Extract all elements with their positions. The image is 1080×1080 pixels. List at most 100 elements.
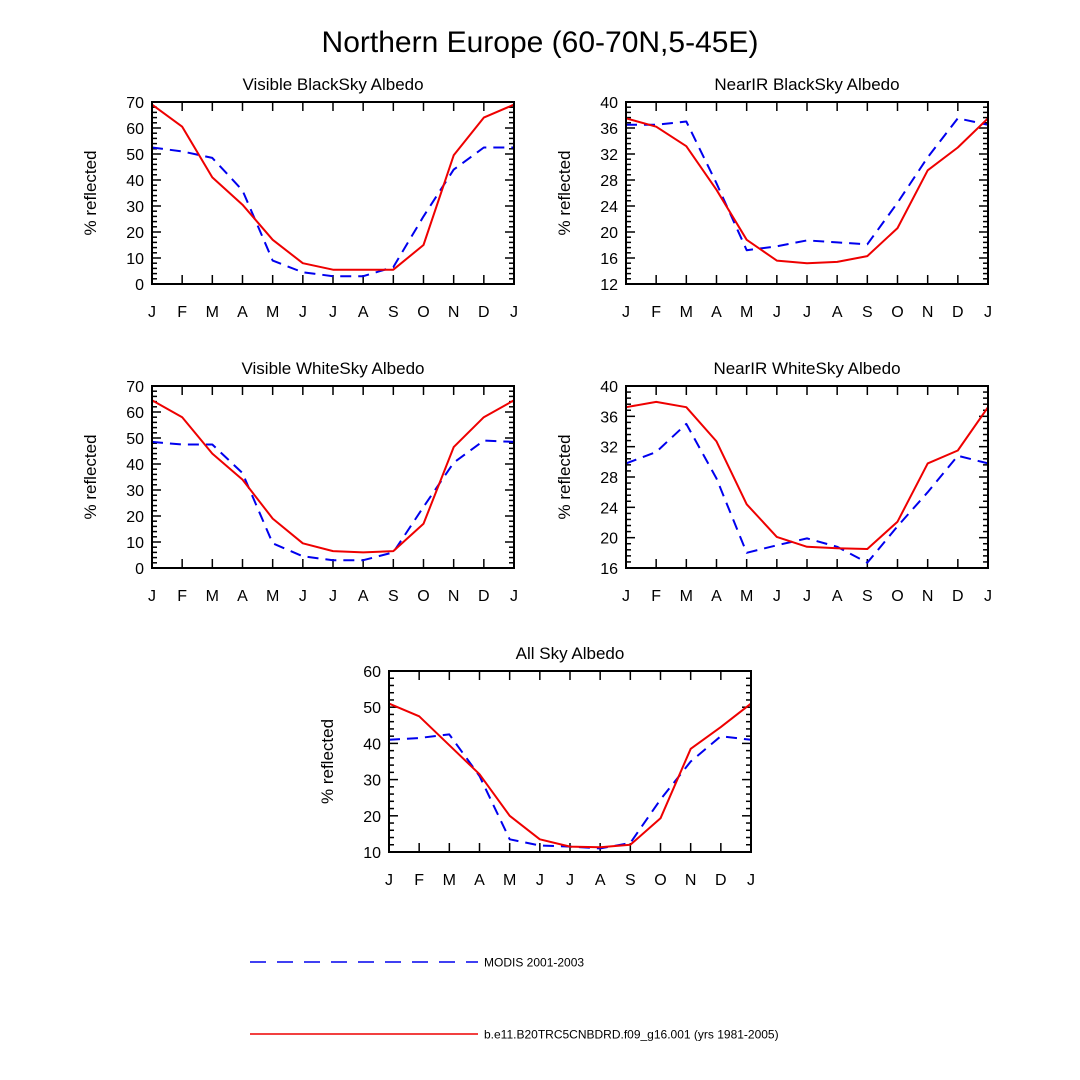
x-tick-label: S: [388, 588, 399, 605]
y-tick-label: 24: [600, 199, 618, 216]
x-tick-label: J: [510, 588, 518, 605]
series-line-model: [625, 117, 989, 265]
x-tick-label: S: [862, 304, 873, 321]
x-tick-label: S: [625, 872, 636, 889]
x-tick-label: J: [773, 588, 781, 605]
y-tick-label: 12: [600, 277, 618, 294]
y-tick-label: 36: [600, 121, 618, 138]
y-tick-label: 24: [600, 500, 618, 517]
series-line-model: [151, 103, 515, 271]
panel-title: NearIR BlackSky Albedo: [714, 75, 899, 94]
y-tick-label: 20: [600, 531, 618, 548]
x-tick-label: A: [711, 304, 722, 321]
y-tick-label: 28: [600, 173, 618, 190]
x-tick-label: A: [832, 588, 843, 605]
x-tick-label: D: [478, 588, 490, 605]
x-tick-label: J: [385, 872, 393, 889]
x-tick-label: J: [803, 588, 811, 605]
x-tick-label: J: [329, 588, 337, 605]
chart-panel-1: Visible BlackSky Albedo % reflected 0 10 20 3…: [81, 75, 518, 321]
y-tick-label: 40: [600, 379, 618, 396]
series-line-model: [151, 399, 515, 554]
panel-title: NearIR WhiteSky Albedo: [713, 359, 900, 378]
y-tick-label: 0: [135, 561, 144, 578]
x-tick-label: A: [237, 304, 248, 321]
x-tick-label: M: [206, 588, 219, 605]
x-tick-label: A: [832, 304, 843, 321]
x-tick-label: S: [862, 588, 873, 605]
chart-panel-3: Visible WhiteSky Albedo % reflected 0 10 20 3…: [81, 359, 518, 605]
series-line-modis: [625, 422, 989, 564]
x-tick-label: J: [299, 588, 307, 605]
x-tick-label: A: [237, 588, 248, 605]
plot-frame: [625, 101, 989, 285]
y-tick-label: 20: [126, 225, 144, 242]
series-line-model: [625, 400, 989, 550]
y-tick-label: 40: [126, 173, 144, 190]
y-tick-label: 32: [600, 440, 618, 457]
y-tick-label: 30: [363, 773, 381, 790]
x-tick-label: O: [417, 304, 429, 321]
x-tick-label: D: [715, 872, 727, 889]
y-tick-label: 60: [363, 664, 381, 681]
x-tick-label: A: [358, 304, 369, 321]
x-tick-label: O: [891, 304, 903, 321]
x-tick-label: O: [654, 872, 666, 889]
x-tick-label: N: [448, 588, 460, 605]
plot-frame: [151, 385, 515, 569]
x-tick-label: D: [952, 588, 964, 605]
legend: MODIS 2001-2003 b.e11.B20TRC5CNBDRD.f09_g…: [250, 956, 779, 1042]
panels: Visible BlackSky Albedo % reflected 0 10 20 3…: [81, 75, 992, 889]
panel-title: All Sky Albedo: [516, 644, 625, 663]
plot-frame: [625, 385, 989, 569]
x-tick-label: A: [474, 872, 485, 889]
plot-frame: [151, 101, 515, 285]
x-tick-label: J: [803, 304, 811, 321]
series-line-modis: [626, 117, 989, 252]
series-line-modis: [388, 733, 752, 850]
y-axis-label: % reflected: [81, 150, 100, 235]
panel-title: Visible WhiteSky Albedo: [241, 359, 424, 378]
x-tick-label: M: [680, 588, 693, 605]
x-tick-label: M: [503, 872, 516, 889]
x-tick-label: S: [388, 304, 399, 321]
y-tick-label: 60: [126, 121, 144, 138]
y-tick-label: 10: [363, 845, 381, 862]
panel-title: Visible BlackSky Albedo: [242, 75, 423, 94]
x-tick-label: J: [510, 304, 518, 321]
x-tick-label: M: [266, 588, 279, 605]
chart-panel-4: NearIR WhiteSky Albedo % reflected 16 20 24 2…: [555, 359, 992, 605]
y-tick-label: 60: [126, 405, 144, 422]
x-tick-label: A: [595, 872, 606, 889]
x-tick-label: F: [177, 588, 187, 605]
x-tick-label: M: [206, 304, 219, 321]
y-tick-label: 32: [600, 147, 618, 164]
y-axis-label: % reflected: [81, 434, 100, 519]
y-axis-label: % reflected: [555, 150, 574, 235]
y-tick-label: 40: [600, 95, 618, 112]
y-tick-label: 16: [600, 561, 618, 578]
y-tick-label: 50: [363, 700, 381, 717]
x-tick-label: M: [740, 588, 753, 605]
x-tick-label: D: [952, 304, 964, 321]
x-tick-label: J: [329, 304, 337, 321]
x-tick-label: M: [443, 872, 456, 889]
y-tick-label: 20: [600, 225, 618, 242]
x-tick-label: J: [566, 872, 574, 889]
x-tick-label: F: [651, 304, 661, 321]
x-tick-label: N: [448, 304, 460, 321]
x-tick-label: J: [984, 304, 992, 321]
x-tick-label: O: [417, 588, 429, 605]
x-tick-label: J: [622, 588, 630, 605]
y-tick-label: 20: [363, 809, 381, 826]
legend-label-1: MODIS 2001-2003: [484, 956, 584, 970]
y-tick-label: 10: [126, 535, 144, 552]
y-tick-label: 30: [126, 199, 144, 216]
figure-title: Northern Europe (60-70N,5-45E): [322, 26, 759, 59]
x-tick-label: A: [358, 588, 369, 605]
x-tick-label: J: [747, 872, 755, 889]
x-tick-label: M: [680, 304, 693, 321]
y-tick-label: 10: [126, 251, 144, 268]
x-tick-label: D: [478, 304, 490, 321]
